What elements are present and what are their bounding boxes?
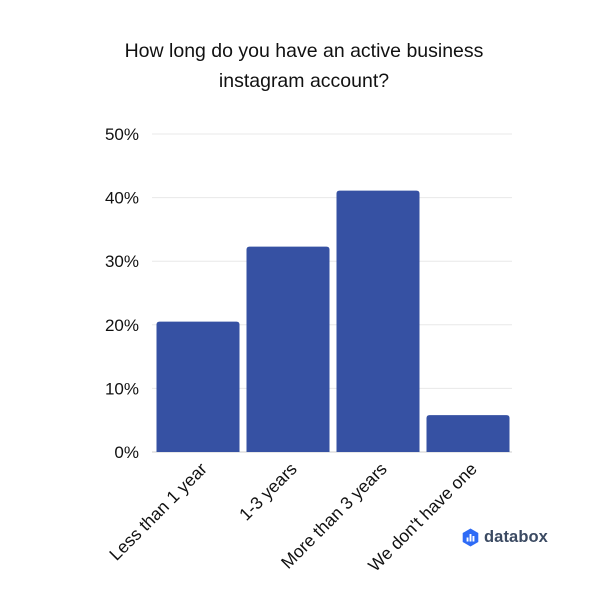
y-tick-label: 50% bbox=[105, 125, 139, 144]
chart-title-line-1: How long do you have an active business bbox=[124, 40, 484, 62]
bar-0 bbox=[156, 321, 240, 452]
y-tick-label: 20% bbox=[105, 316, 139, 335]
x-category-label: 1-3 years bbox=[235, 459, 301, 525]
chart-title-line-2: instagram account? bbox=[218, 70, 390, 92]
y-tick-label: 10% bbox=[105, 379, 139, 398]
brand-watermark: databox bbox=[462, 526, 548, 548]
y-tick-label: 0% bbox=[114, 443, 139, 462]
y-tick-label: 40% bbox=[105, 189, 139, 208]
x-category-label: Less than 1 year bbox=[105, 459, 211, 565]
y-tick-label: 30% bbox=[105, 252, 139, 271]
bar-1 bbox=[246, 246, 330, 452]
chart-title: How long do you have an active business … bbox=[0, 36, 608, 96]
bar-3 bbox=[426, 415, 510, 452]
bar-2 bbox=[336, 190, 420, 452]
brand-name: databox bbox=[484, 527, 548, 546]
databox-logo-icon bbox=[462, 528, 479, 547]
